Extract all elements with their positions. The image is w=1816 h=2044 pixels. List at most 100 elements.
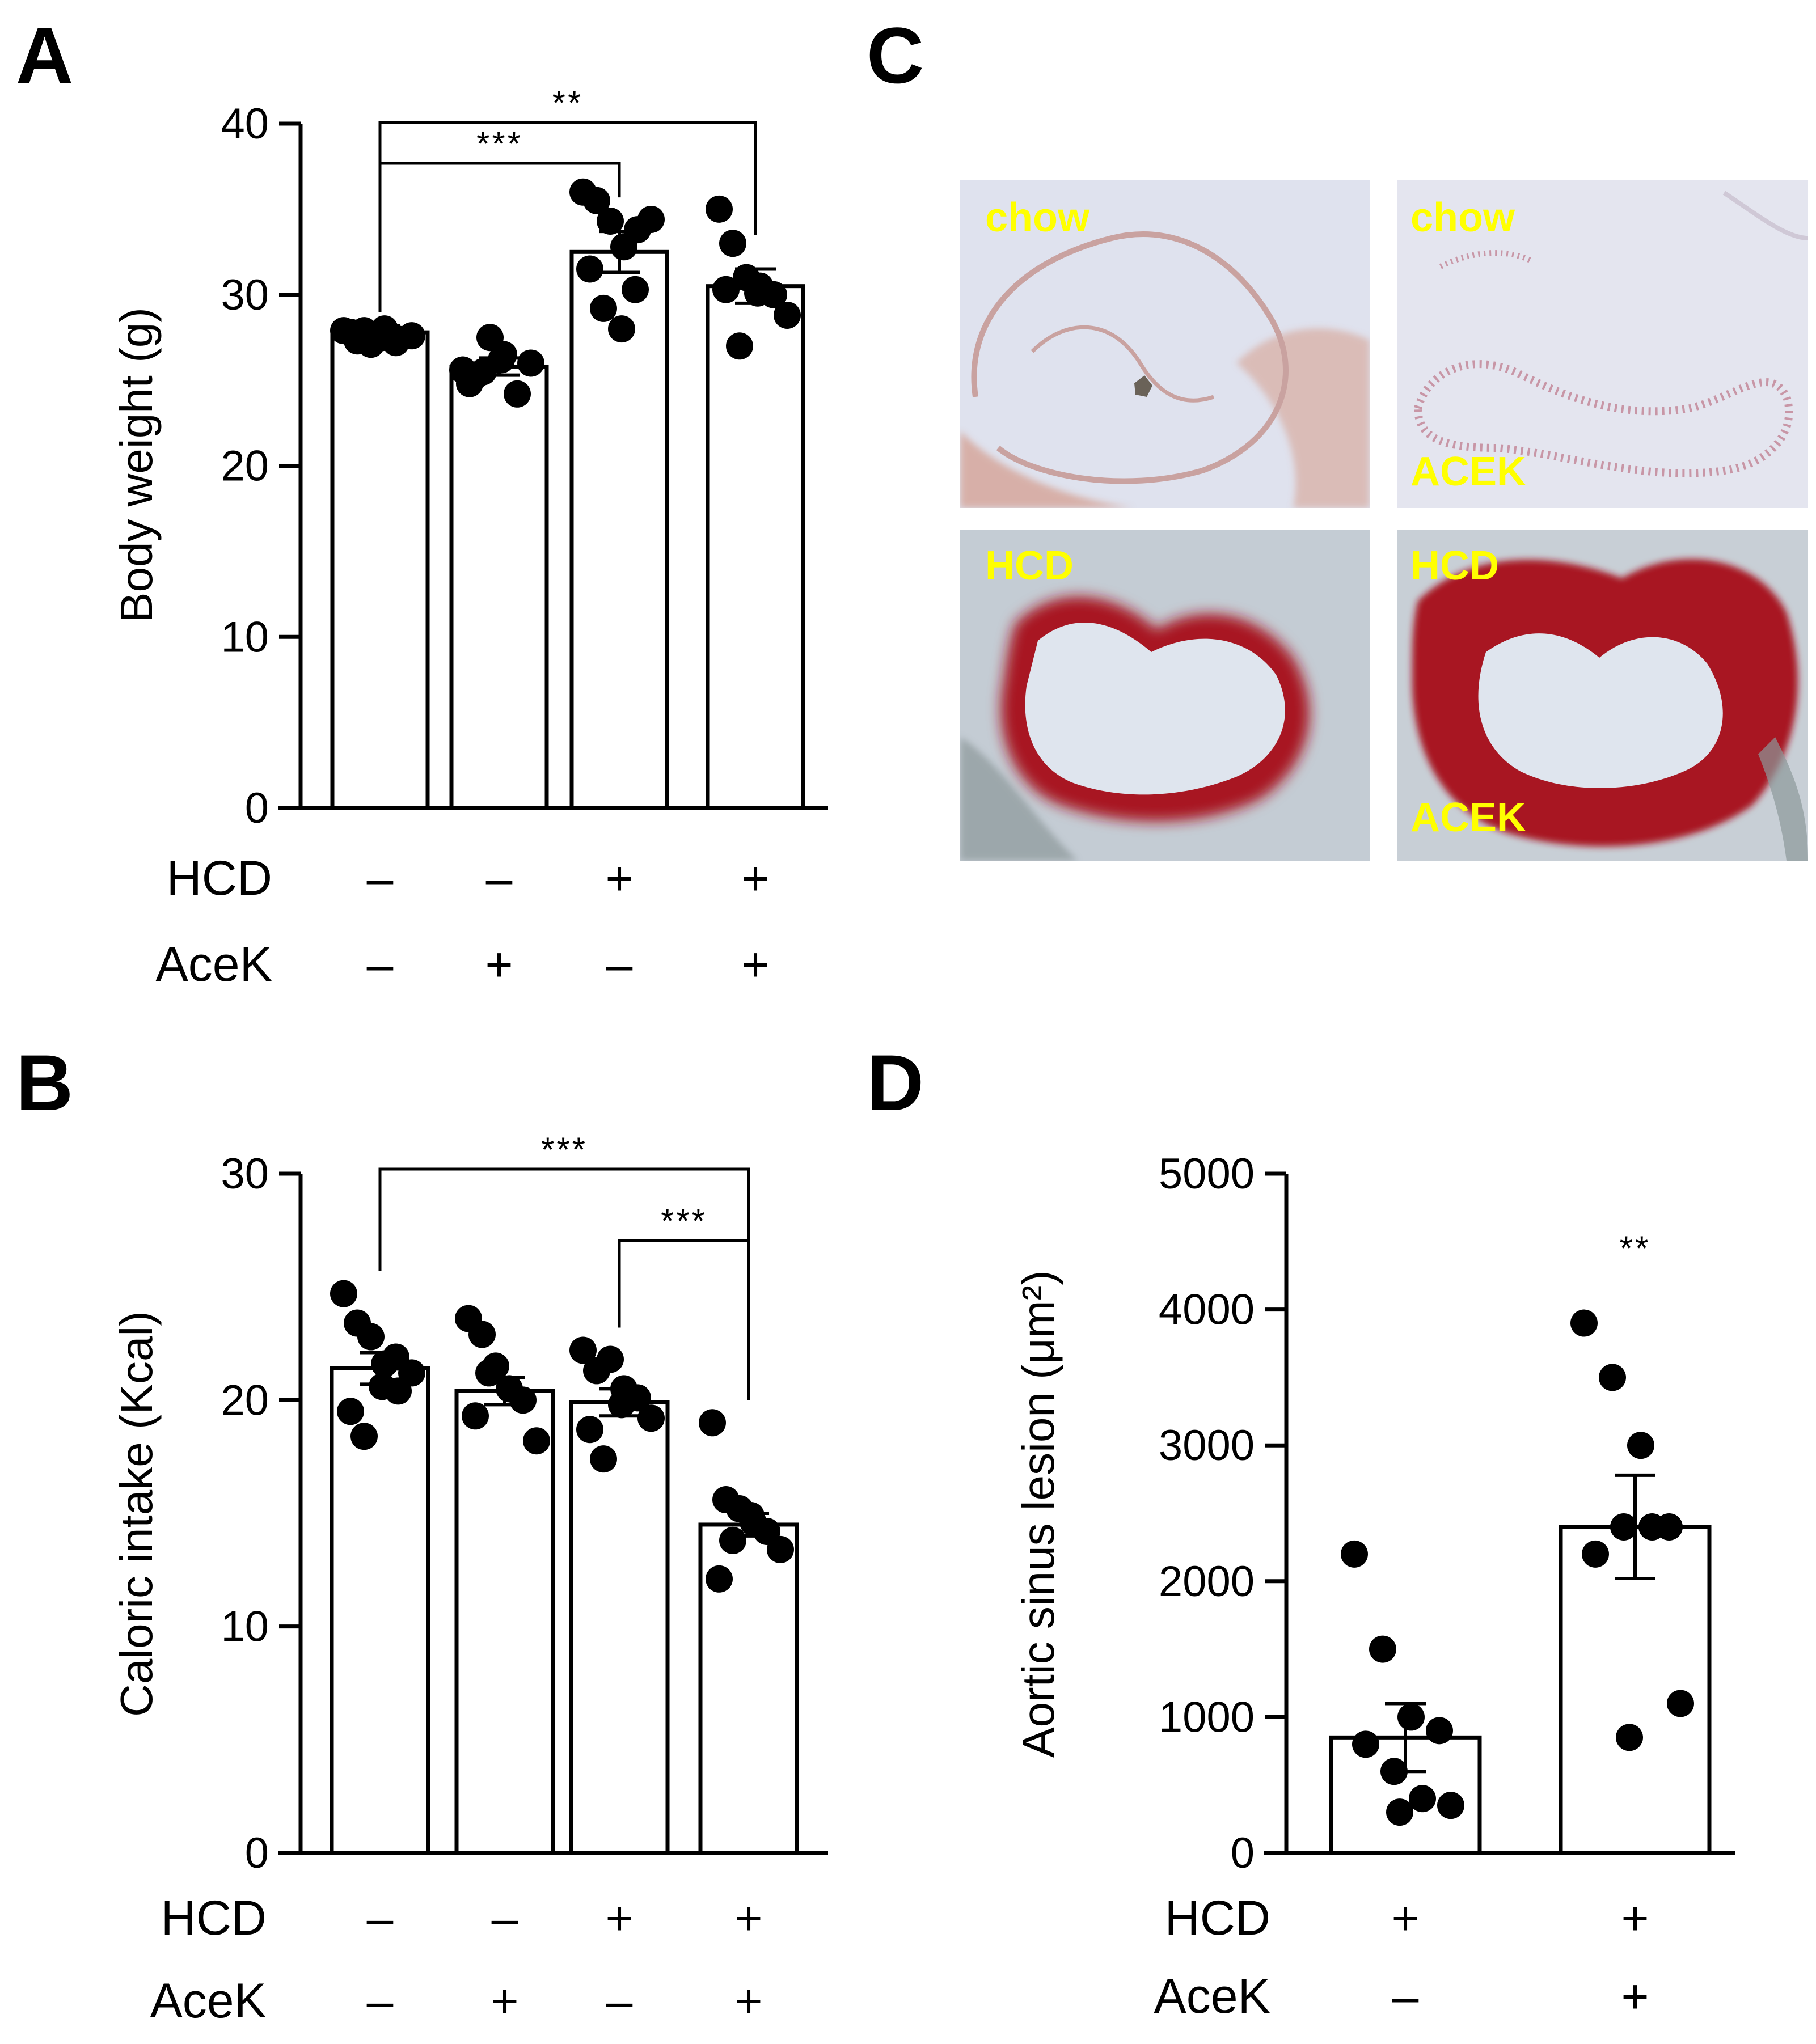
data-point — [576, 1416, 603, 1444]
data-point — [350, 1423, 378, 1450]
data-point — [622, 276, 649, 303]
bar — [569, 1400, 670, 1855]
micrograph-label-bottom: ACEK — [1410, 449, 1526, 494]
data-point — [357, 1323, 385, 1351]
treatment-sign: – — [606, 1974, 633, 2028]
data-point — [744, 279, 771, 307]
data-point — [590, 1445, 617, 1473]
treatment-row-label: HCD — [1165, 1891, 1270, 1945]
treatment-sign: + — [741, 938, 769, 991]
data-point — [583, 187, 610, 214]
data-point — [706, 1565, 733, 1593]
data-point — [597, 1345, 624, 1373]
significance-label: *** — [476, 125, 523, 163]
y-axis-label: Body weight (g) — [111, 307, 162, 623]
bar — [569, 249, 669, 810]
significance-bracket — [378, 121, 757, 312]
data-point — [1570, 1309, 1598, 1337]
y-tick-label: 20 — [221, 442, 269, 490]
micrograph-chow-control: chow — [960, 180, 1370, 508]
chart-caloric-intake: 0 10 20 30 Caloric intake (Kcal) HCD – – + + AceK –… — [111, 1131, 828, 2028]
bar — [706, 284, 805, 810]
chart-aortic-sinus-lesion: 0 1000 2000 3000 4000 5000 Aortic sinus lesion… — [1013, 1150, 1735, 2024]
data-point — [468, 1321, 496, 1348]
treatment-sign: + — [741, 852, 769, 905]
data-point — [1437, 1792, 1464, 1819]
data-point — [369, 1373, 396, 1400]
y-tick-label: 0 — [245, 1829, 269, 1877]
panel-letter-d: D — [867, 1038, 924, 1127]
tissue-fiber — [1722, 191, 1808, 240]
data-point — [382, 329, 409, 357]
data-point — [1341, 1540, 1368, 1568]
vessel-wall — [1439, 250, 1533, 269]
data-point — [1616, 1724, 1643, 1751]
data-point — [475, 1359, 502, 1387]
data-point — [1386, 1798, 1413, 1826]
micrograph-chow-acek: chow ACEK — [1397, 180, 1808, 508]
data-point — [569, 1336, 597, 1364]
data-point — [712, 276, 740, 303]
y-tick-label: 30 — [221, 1150, 269, 1198]
data-point — [774, 301, 801, 329]
significance-label: ** — [1620, 1229, 1651, 1267]
micrograph-label-top: chow — [1410, 195, 1515, 240]
data-point — [337, 1398, 364, 1425]
data-point — [590, 294, 617, 322]
data-point — [608, 1391, 635, 1419]
chart-body-weight: 0 10 20 30 40 Body weight (g) HCD – – + + AceK – + – + *… — [111, 84, 828, 992]
data-point — [1380, 1758, 1408, 1785]
treatment-sign: + — [491, 1974, 518, 2028]
micrograph-label-top: HCD — [985, 543, 1074, 589]
tissue-region — [1236, 328, 1370, 508]
valve-leaflet — [1031, 325, 1215, 403]
data-point — [462, 1402, 489, 1430]
y-axis-label: Aortic sinus lesion (μm²) — [1013, 1270, 1063, 1758]
data-point — [1409, 1785, 1436, 1813]
y-tick-label: 3000 — [1159, 1421, 1255, 1470]
treatment-sign: – — [1392, 1970, 1419, 2023]
treatment-sign: + — [734, 1891, 762, 1945]
data-point — [1599, 1364, 1626, 1391]
treatment-row-label: AceK — [1154, 1969, 1270, 2024]
y-tick-label: 30 — [221, 271, 269, 319]
significance-label: ** — [552, 84, 584, 122]
treatment-sign: + — [485, 938, 513, 991]
y-tick-label: 5000 — [1159, 1150, 1255, 1198]
treatment-sign: + — [605, 1891, 633, 1945]
bar — [454, 1389, 555, 1855]
treatment-sign: – — [486, 852, 513, 905]
micrograph-label-bottom: ACEK — [1410, 795, 1526, 840]
tissue-region — [960, 431, 1134, 508]
vessel-lumen — [1025, 622, 1285, 795]
y-tick-label: 40 — [221, 100, 269, 148]
treatment-sign: + — [734, 1974, 762, 2028]
tissue-region — [960, 737, 1078, 861]
data-point — [1627, 1432, 1654, 1459]
micrograph-hcd-acek: HCD ACEK — [1397, 530, 1808, 861]
y-tick-label: 10 — [221, 613, 269, 661]
data-point — [523, 1427, 550, 1455]
vessel-wall — [1413, 360, 1793, 477]
data-point — [1667, 1690, 1694, 1717]
treatment-sign: – — [367, 852, 394, 905]
bar — [449, 364, 549, 810]
data-point — [576, 255, 603, 283]
data-point — [1426, 1717, 1453, 1745]
treatment-sign: – — [492, 1891, 518, 1945]
data-point — [504, 380, 531, 408]
data-point — [1638, 1513, 1666, 1541]
treatment-row-label: HCD — [161, 1891, 267, 1945]
panel-letter-c: C — [867, 11, 924, 100]
treatment-sign: + — [1621, 1970, 1649, 2023]
panel-letter-a: A — [16, 11, 73, 100]
data-point — [330, 1280, 357, 1307]
y-tick-label: 20 — [221, 1376, 269, 1424]
data-point — [1610, 1513, 1637, 1541]
vessel-lumen — [1478, 633, 1723, 788]
micrograph-background — [1397, 180, 1808, 508]
data-point — [726, 332, 753, 360]
treatment-row-label: HCD — [167, 851, 272, 905]
treatment-sign: + — [1391, 1891, 1419, 1945]
data-point — [517, 349, 544, 377]
